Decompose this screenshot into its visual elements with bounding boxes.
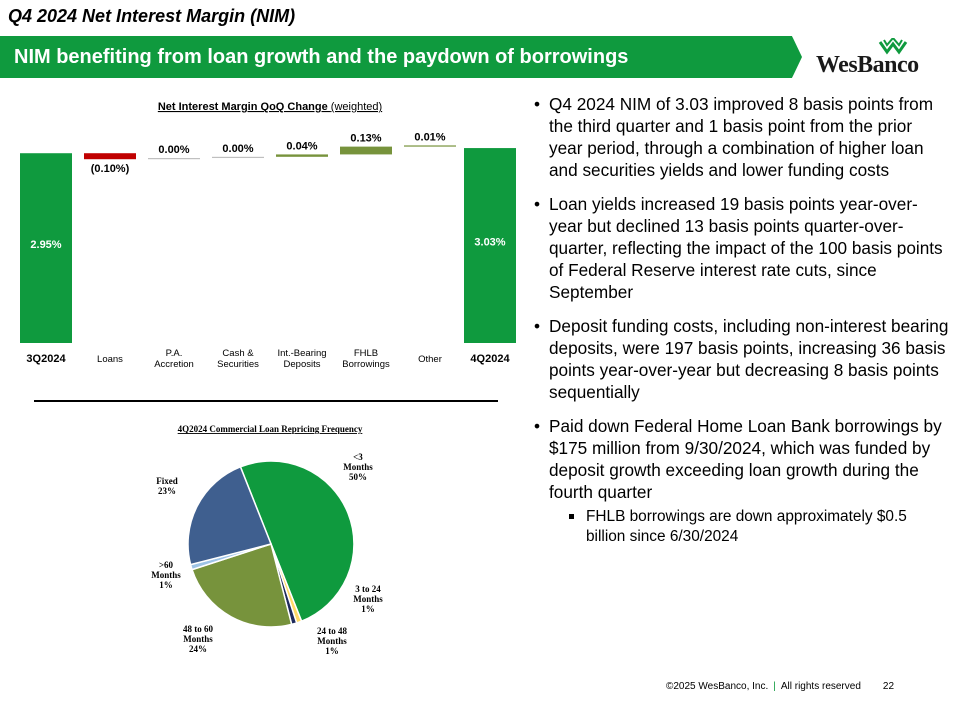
- nim-waterfall-chart: Net Interest Margin QoQ Change (weighted…: [20, 101, 516, 370]
- waterfall-title-suffix: (weighted): [331, 101, 382, 113]
- waterfall-data-label: 0.00%: [158, 144, 189, 156]
- pie-slice-label: <3: [353, 452, 363, 462]
- banner-arrow-icon: [776, 36, 806, 78]
- logo-wordmark: WesBanco: [816, 52, 919, 78]
- pie-slice-label: >60: [159, 560, 174, 570]
- waterfall-category-label: Securities: [217, 359, 259, 370]
- wesbanco-chevron-icon: [878, 38, 908, 55]
- sub-bullets: FHLB borrowings are down approximately $…: [549, 507, 950, 547]
- waterfall-bar: [340, 146, 392, 155]
- pie-slice-label: 24 to 48: [317, 626, 347, 636]
- waterfall-bar: [404, 145, 456, 147]
- pie-slice-label: Months: [343, 462, 373, 472]
- bullet-item: Loan yields increased 19 basis points ye…: [534, 193, 950, 303]
- pie-slice-label: 1%: [159, 580, 173, 590]
- waterfall-category-label: 3Q2024: [26, 353, 66, 365]
- waterfall-category-label: Loans: [97, 354, 123, 365]
- waterfall-category-label: P.A.: [166, 348, 183, 359]
- pie-slice-label: 3 to 24: [355, 584, 381, 594]
- commentary-bullets: Q4 2024 NIM of 3.03 improved 8 basis poi…: [534, 93, 950, 559]
- waterfall-category-label: Cash &: [222, 348, 254, 359]
- waterfall-data-label: 0.01%: [414, 131, 445, 143]
- bullet-text: Paid down Federal Home Loan Bank borrowi…: [549, 416, 942, 502]
- page-title: Q4 2024 Net Interest Margin (NIM): [8, 6, 296, 26]
- sub-bullet-item: FHLB borrowings are down approximately $…: [567, 507, 950, 547]
- pie-slice-label: 24%: [189, 644, 207, 654]
- section-divider: [34, 400, 498, 402]
- bullet-item: Deposit funding costs, including non-int…: [534, 315, 950, 403]
- headline-text: NIM benefiting from loan growth and the …: [14, 46, 629, 68]
- waterfall-bar: [20, 153, 72, 343]
- pie-slice-label: Months: [353, 594, 383, 604]
- waterfall-bar: [212, 156, 264, 159]
- waterfall-data-label: 0.13%: [350, 133, 381, 145]
- pie-slice: [239, 460, 355, 623]
- bullet-text: Deposit funding costs, including non-int…: [549, 316, 949, 402]
- waterfall-data-label: 3.03%: [474, 237, 505, 249]
- waterfall-category-label: Accretion: [154, 359, 194, 370]
- pie-slice-label: 50%: [349, 472, 367, 482]
- bullet-text: Loan yields increased 19 basis points ye…: [549, 194, 943, 302]
- footer-separator: |: [773, 681, 776, 692]
- waterfall-data-label: 0.04%: [286, 140, 317, 152]
- bullet-item: Paid down Federal Home Loan Bank borrowi…: [534, 415, 950, 547]
- waterfall-bar: [276, 154, 328, 157]
- pie-slice-label: Fixed: [156, 476, 178, 486]
- waterfall-bar: [464, 148, 516, 343]
- pie-slice-label: 1%: [325, 646, 339, 656]
- waterfall-category-label: Borrowings: [342, 359, 390, 370]
- pie-slice-label: 23%: [158, 486, 176, 496]
- footer-copyright: ©2025 WesBanco, Inc.: [666, 681, 769, 692]
- waterfall-category-label: Deposits: [284, 359, 321, 370]
- waterfall-category-label: Int.-Bearing: [277, 348, 326, 359]
- pie-slice-label: Months: [317, 636, 347, 646]
- wesbanco-logo: WesBanco: [812, 38, 932, 78]
- waterfall-title: Net Interest Margin QoQ Change (weighted…: [158, 101, 382, 113]
- bullet-text: Q4 2024 NIM of 3.03 improved 8 basis poi…: [549, 94, 934, 180]
- headline-banner: NIM benefiting from loan growth and the …: [0, 36, 792, 78]
- waterfall-bar: [148, 158, 200, 160]
- pie-slice-label: Months: [151, 570, 181, 580]
- page-number: 22: [882, 681, 895, 692]
- waterfall-data-label: 2.95%: [30, 239, 61, 251]
- waterfall-category-label: FHLB: [354, 348, 378, 359]
- waterfall-category-label: Other: [418, 354, 442, 365]
- waterfall-data-label: 0.00%: [222, 143, 253, 155]
- footer: ©2025 WesBanco, Inc. | All rights reserved…: [666, 681, 894, 692]
- pie-title: 4Q2024 Commercial Loan Repricing Frequen…: [178, 424, 363, 434]
- waterfall-category-label: 4Q2024: [470, 353, 510, 365]
- pie-slice-label: 48 to 60: [183, 624, 213, 634]
- pie-slice-label: 1%: [361, 604, 375, 614]
- repricing-pie-chart: 4Q2024 Commercial Loan Repricing Frequen…: [151, 424, 383, 656]
- pie-slice: [187, 465, 273, 566]
- pie-slice-label: Months: [183, 634, 213, 644]
- waterfall-bar: [84, 153, 136, 160]
- footer-rights: All rights reserved: [780, 681, 861, 692]
- bullet-item: Q4 2024 NIM of 3.03 improved 8 basis poi…: [534, 93, 950, 181]
- pie-slice: [191, 543, 293, 628]
- waterfall-data-label: (0.10%): [91, 163, 130, 175]
